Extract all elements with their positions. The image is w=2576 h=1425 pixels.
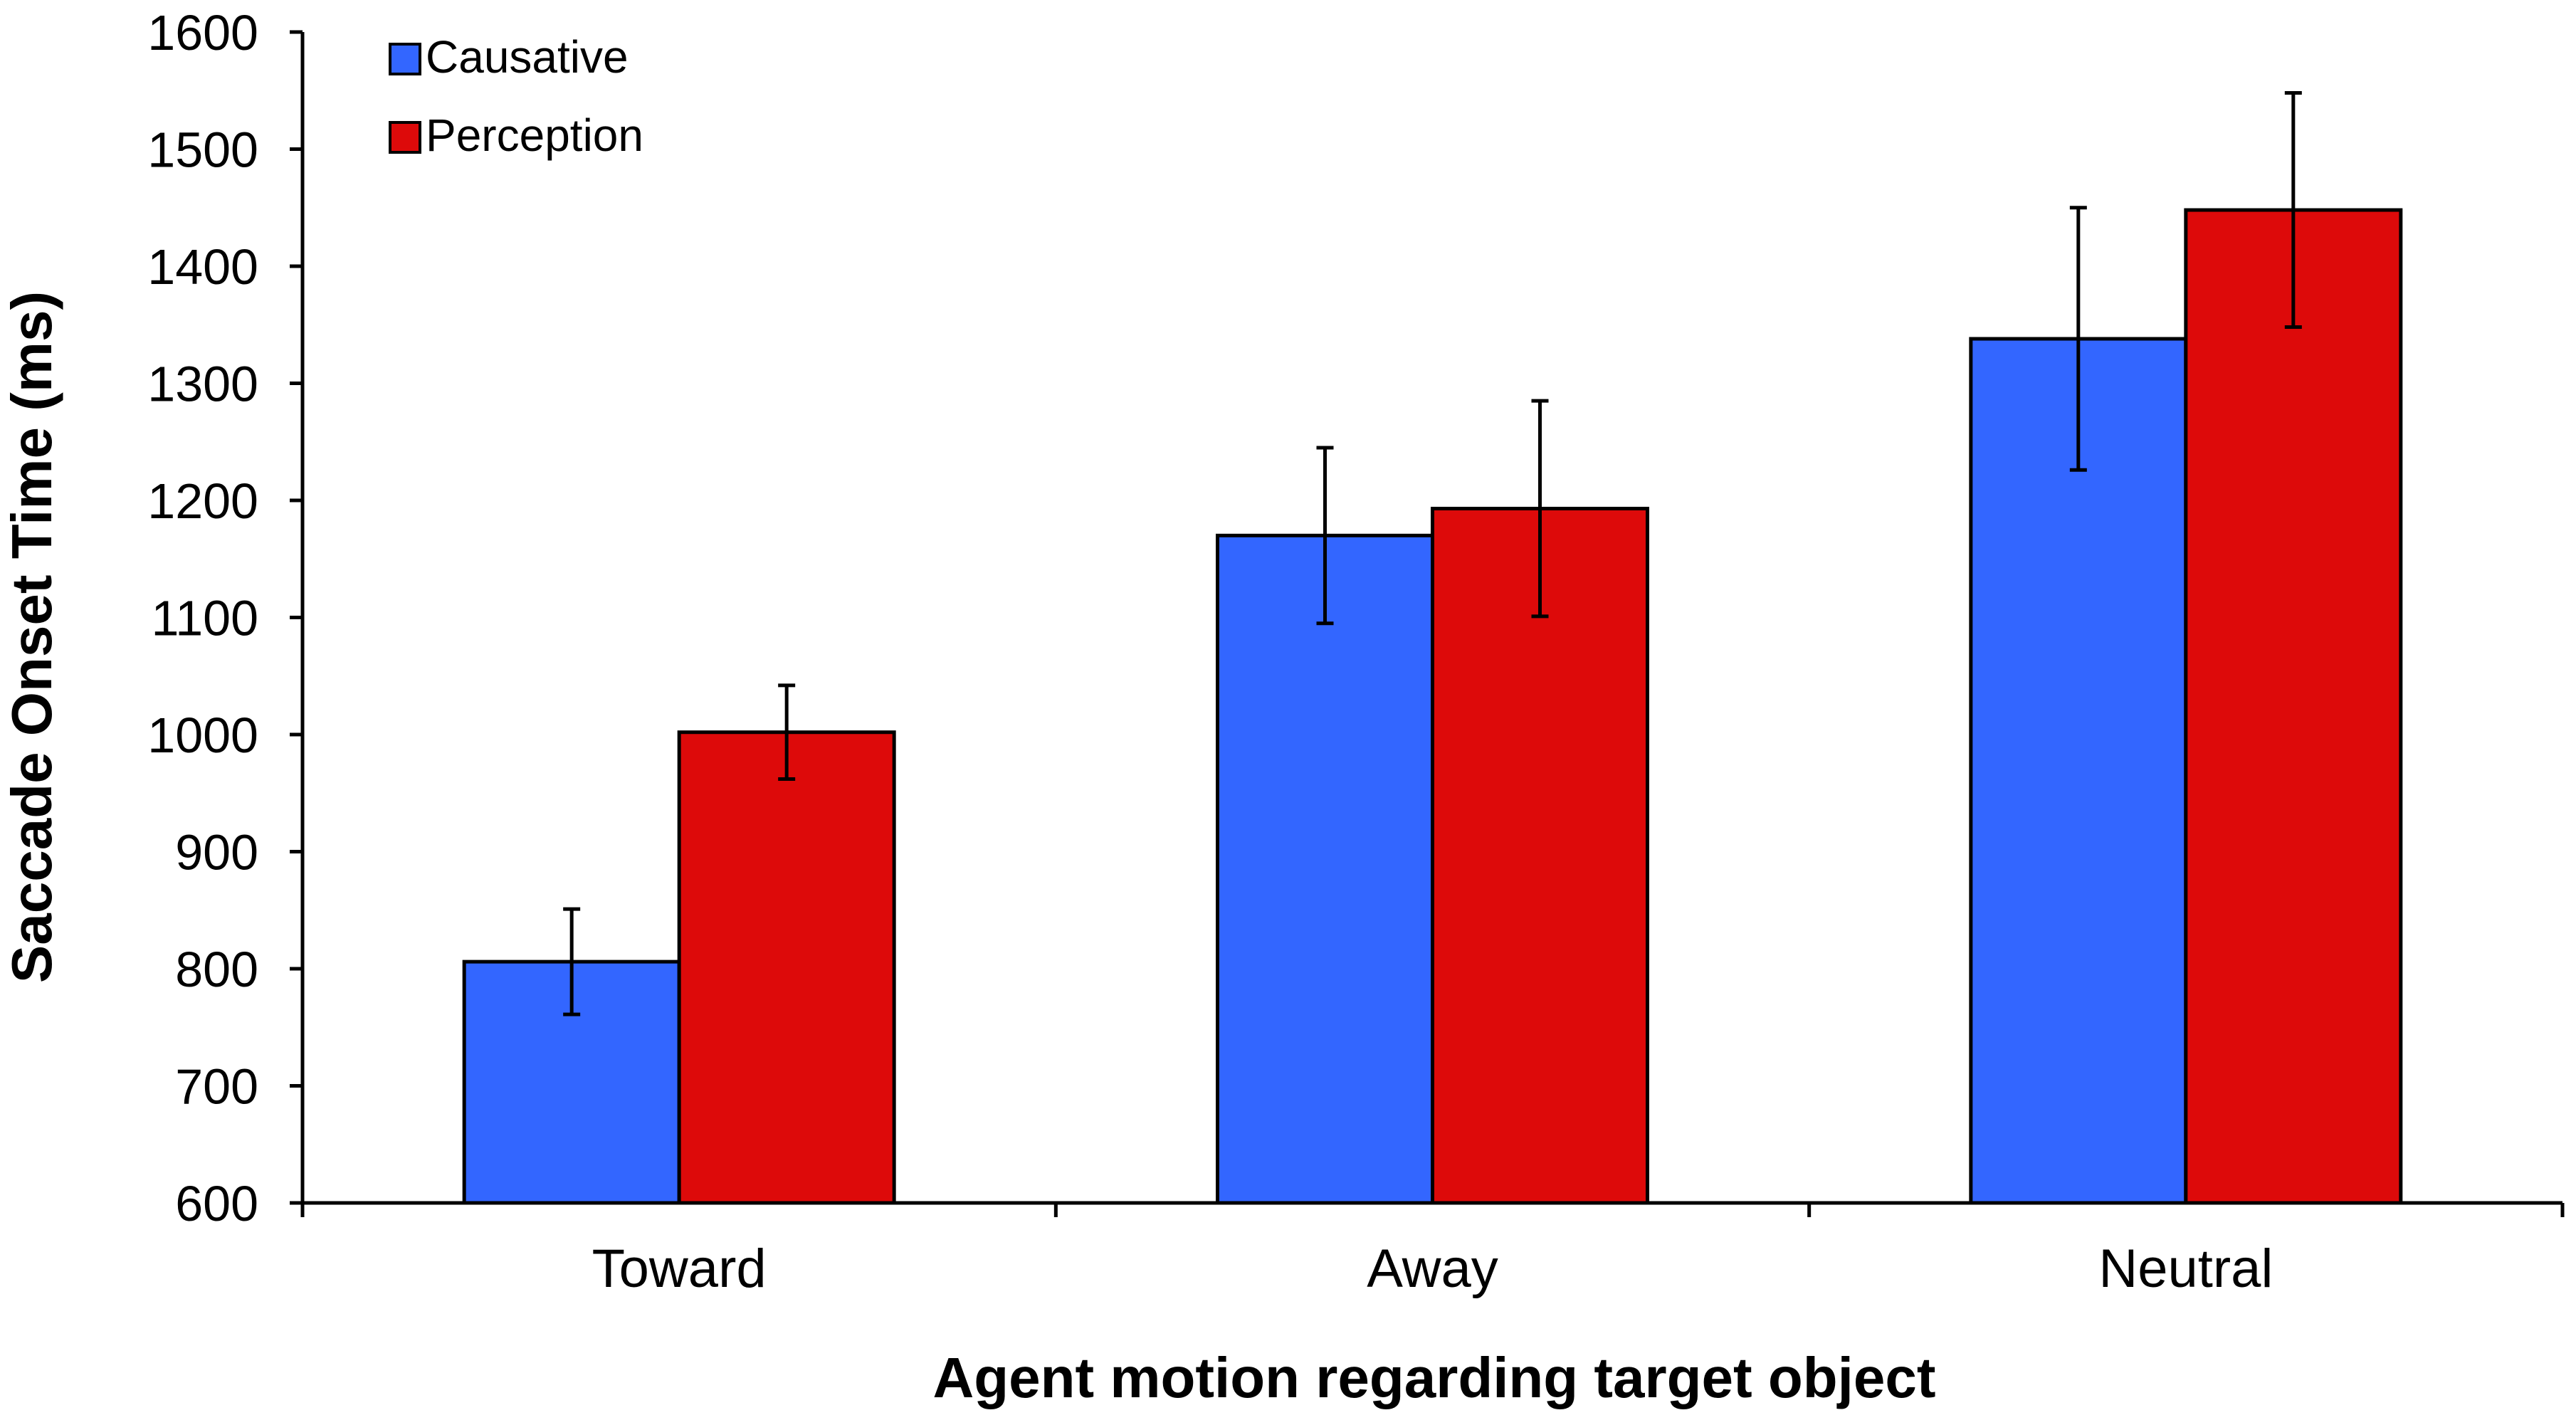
- y-tick-label: 800: [175, 942, 258, 997]
- y-tick-label: 1400: [147, 239, 258, 295]
- bar-perception-toward: [677, 730, 896, 1205]
- error-bars-layer: [563, 91, 2302, 1016]
- y-tick-label: 1100: [151, 591, 258, 646]
- y-tick-label: 1600: [147, 5, 258, 61]
- legend: Causative Perception: [389, 31, 643, 161]
- y-tick-label: 1200: [147, 473, 258, 529]
- x-category-label: Toward: [592, 1239, 767, 1299]
- y-axis-title: Saccade Onset Time (ms): [0, 291, 63, 983]
- y-tick-label: 600: [175, 1176, 258, 1231]
- legend-swatch-causative: [389, 43, 421, 75]
- bar-perception-neutral: [2184, 208, 2403, 1205]
- y-tick-label: 1000: [147, 708, 258, 763]
- bar-causative-away: [1216, 533, 1434, 1205]
- x-category-label: Away: [1367, 1239, 1498, 1299]
- bars-layer: [462, 208, 2403, 1205]
- y-tick-label: 900: [175, 825, 258, 880]
- legend-label-perception: Perception: [426, 110, 643, 161]
- x-axis-title: Agent motion regarding target object: [933, 1346, 1936, 1409]
- legend-label-causative: Causative: [426, 31, 629, 83]
- x-category-label: Neutral: [2098, 1239, 2273, 1299]
- bar-causative-neutral: [1969, 337, 2188, 1205]
- y-tick-label: 1300: [147, 357, 258, 412]
- y-tick-label: 700: [175, 1059, 258, 1115]
- legend-swatch-perception: [389, 121, 421, 154]
- axes-layer: 600 700 800 900 1000 1100 1200 1300 1400 1500 1600…: [147, 5, 2565, 1299]
- y-tick-label: 1500: [147, 122, 258, 178]
